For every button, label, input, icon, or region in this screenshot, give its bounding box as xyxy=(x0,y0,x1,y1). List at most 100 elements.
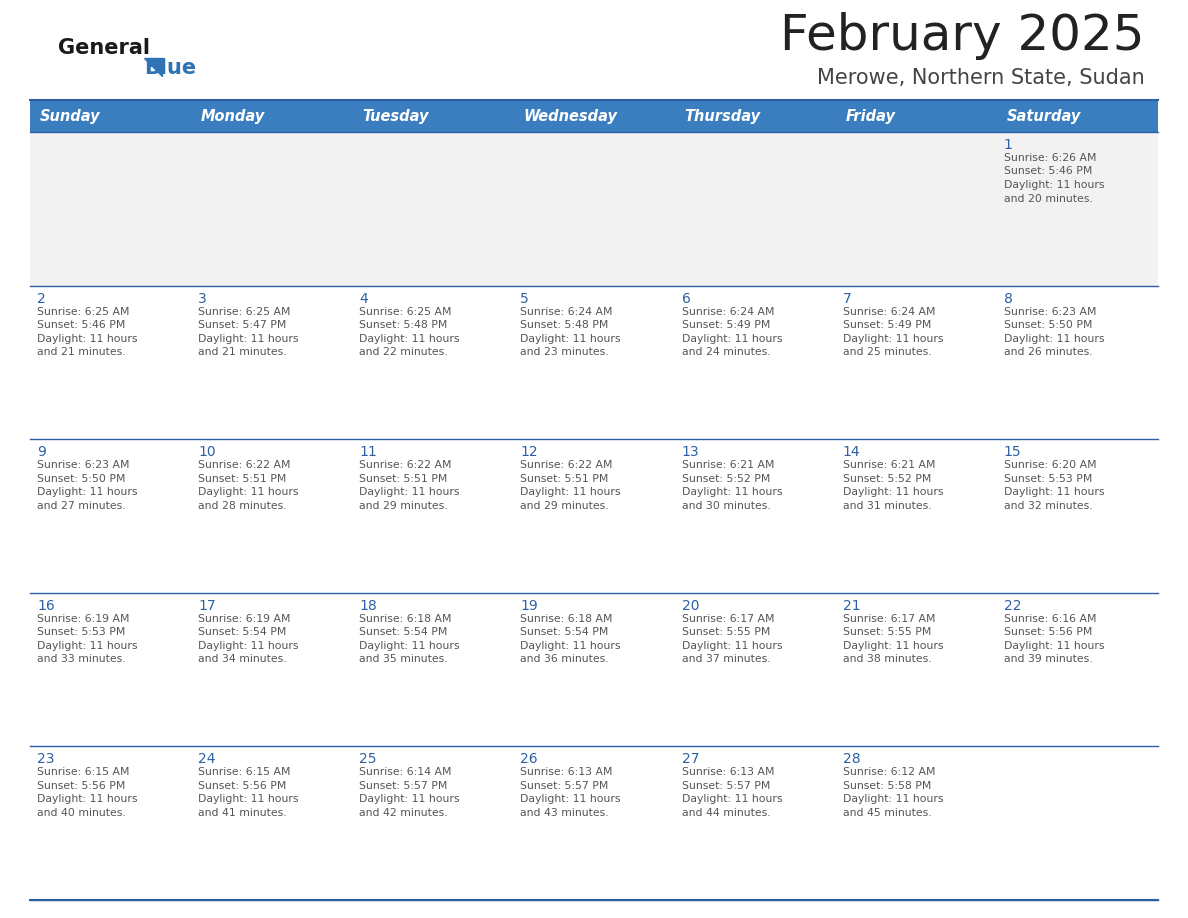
Text: Sunset: 5:48 PM: Sunset: 5:48 PM xyxy=(520,320,608,330)
Text: Daylight: 11 hours: Daylight: 11 hours xyxy=(359,794,460,804)
Text: Wednesday: Wednesday xyxy=(523,108,617,124)
Text: Daylight: 11 hours: Daylight: 11 hours xyxy=(1004,180,1105,190)
Text: and 27 minutes.: and 27 minutes. xyxy=(37,500,126,510)
Text: Sunrise: 6:21 AM: Sunrise: 6:21 AM xyxy=(842,460,935,470)
Text: Sunset: 5:49 PM: Sunset: 5:49 PM xyxy=(842,320,931,330)
Text: 27: 27 xyxy=(682,753,699,767)
Text: Sunrise: 6:21 AM: Sunrise: 6:21 AM xyxy=(682,460,775,470)
Text: and 28 minutes.: and 28 minutes. xyxy=(198,500,286,510)
Text: and 40 minutes.: and 40 minutes. xyxy=(37,808,126,818)
Text: and 38 minutes.: and 38 minutes. xyxy=(842,655,931,665)
Text: Sunrise: 6:18 AM: Sunrise: 6:18 AM xyxy=(359,614,451,624)
Text: Saturday: Saturday xyxy=(1006,108,1081,124)
Text: Sunset: 5:57 PM: Sunset: 5:57 PM xyxy=(520,781,608,791)
Text: Sunset: 5:51 PM: Sunset: 5:51 PM xyxy=(520,474,608,484)
Text: Sunset: 5:56 PM: Sunset: 5:56 PM xyxy=(1004,627,1092,637)
Text: Thursday: Thursday xyxy=(684,108,760,124)
Text: and 23 minutes.: and 23 minutes. xyxy=(520,347,609,357)
Text: Daylight: 11 hours: Daylight: 11 hours xyxy=(198,641,298,651)
Text: Daylight: 11 hours: Daylight: 11 hours xyxy=(359,487,460,498)
Bar xyxy=(30,593,1158,746)
Text: Sunrise: 6:17 AM: Sunrise: 6:17 AM xyxy=(842,614,935,624)
Text: and 44 minutes.: and 44 minutes. xyxy=(682,808,770,818)
Text: Sunrise: 6:14 AM: Sunrise: 6:14 AM xyxy=(359,767,451,778)
Bar xyxy=(30,132,1158,285)
Text: and 21 minutes.: and 21 minutes. xyxy=(198,347,286,357)
Text: 13: 13 xyxy=(682,445,700,459)
Text: Sunset: 5:50 PM: Sunset: 5:50 PM xyxy=(37,474,126,484)
Bar xyxy=(30,285,1158,439)
Text: Sunrise: 6:17 AM: Sunrise: 6:17 AM xyxy=(682,614,775,624)
Text: and 29 minutes.: and 29 minutes. xyxy=(359,500,448,510)
Text: Daylight: 11 hours: Daylight: 11 hours xyxy=(842,487,943,498)
Text: Sunset: 5:55 PM: Sunset: 5:55 PM xyxy=(682,627,770,637)
Text: 28: 28 xyxy=(842,753,860,767)
Text: 8: 8 xyxy=(1004,292,1012,306)
Text: and 39 minutes.: and 39 minutes. xyxy=(1004,655,1093,665)
Text: Sunrise: 6:18 AM: Sunrise: 6:18 AM xyxy=(520,614,613,624)
Text: February 2025: February 2025 xyxy=(781,12,1145,60)
Text: Daylight: 11 hours: Daylight: 11 hours xyxy=(682,487,782,498)
Text: Daylight: 11 hours: Daylight: 11 hours xyxy=(682,794,782,804)
Text: Daylight: 11 hours: Daylight: 11 hours xyxy=(682,641,782,651)
Text: Sunset: 5:52 PM: Sunset: 5:52 PM xyxy=(842,474,931,484)
Text: Daylight: 11 hours: Daylight: 11 hours xyxy=(842,794,943,804)
Text: and 32 minutes.: and 32 minutes. xyxy=(1004,500,1093,510)
Text: 23: 23 xyxy=(37,753,55,767)
Text: Sunrise: 6:19 AM: Sunrise: 6:19 AM xyxy=(37,614,129,624)
Text: and 22 minutes.: and 22 minutes. xyxy=(359,347,448,357)
Text: Sunset: 5:49 PM: Sunset: 5:49 PM xyxy=(682,320,770,330)
Text: 16: 16 xyxy=(37,599,55,613)
Bar xyxy=(513,100,675,132)
Text: Sunrise: 6:25 AM: Sunrise: 6:25 AM xyxy=(359,307,451,317)
Text: and 33 minutes.: and 33 minutes. xyxy=(37,655,126,665)
Text: Sunset: 5:46 PM: Sunset: 5:46 PM xyxy=(37,320,126,330)
Text: Daylight: 11 hours: Daylight: 11 hours xyxy=(37,641,138,651)
Text: Daylight: 11 hours: Daylight: 11 hours xyxy=(359,333,460,343)
Text: Daylight: 11 hours: Daylight: 11 hours xyxy=(37,487,138,498)
Text: 25: 25 xyxy=(359,753,377,767)
Text: 1: 1 xyxy=(1004,138,1012,152)
Text: Sunrise: 6:12 AM: Sunrise: 6:12 AM xyxy=(842,767,935,778)
Text: Sunrise: 6:15 AM: Sunrise: 6:15 AM xyxy=(37,767,129,778)
Text: and 41 minutes.: and 41 minutes. xyxy=(198,808,286,818)
Text: 2: 2 xyxy=(37,292,46,306)
Text: and 24 minutes.: and 24 minutes. xyxy=(682,347,770,357)
Text: and 34 minutes.: and 34 minutes. xyxy=(198,655,286,665)
Text: 3: 3 xyxy=(198,292,207,306)
Text: Sunset: 5:54 PM: Sunset: 5:54 PM xyxy=(198,627,286,637)
Text: Daylight: 11 hours: Daylight: 11 hours xyxy=(1004,487,1105,498)
Text: Sunset: 5:56 PM: Sunset: 5:56 PM xyxy=(198,781,286,791)
Text: Sunrise: 6:24 AM: Sunrise: 6:24 AM xyxy=(682,307,775,317)
Text: and 29 minutes.: and 29 minutes. xyxy=(520,500,609,510)
Text: Sunrise: 6:24 AM: Sunrise: 6:24 AM xyxy=(520,307,613,317)
Text: and 26 minutes.: and 26 minutes. xyxy=(1004,347,1093,357)
Text: 19: 19 xyxy=(520,599,538,613)
Text: Daylight: 11 hours: Daylight: 11 hours xyxy=(520,641,621,651)
Polygon shape xyxy=(144,58,162,76)
Text: Sunrise: 6:20 AM: Sunrise: 6:20 AM xyxy=(1004,460,1097,470)
Text: Sunset: 5:54 PM: Sunset: 5:54 PM xyxy=(359,627,448,637)
Text: Daylight: 11 hours: Daylight: 11 hours xyxy=(198,333,298,343)
Text: Daylight: 11 hours: Daylight: 11 hours xyxy=(198,487,298,498)
Bar xyxy=(835,100,997,132)
Text: Friday: Friday xyxy=(846,108,896,124)
Text: Sunrise: 6:22 AM: Sunrise: 6:22 AM xyxy=(359,460,451,470)
Text: Sunset: 5:57 PM: Sunset: 5:57 PM xyxy=(359,781,448,791)
Text: Daylight: 11 hours: Daylight: 11 hours xyxy=(37,333,138,343)
Text: and 42 minutes.: and 42 minutes. xyxy=(359,808,448,818)
Text: Daylight: 11 hours: Daylight: 11 hours xyxy=(359,641,460,651)
Text: 15: 15 xyxy=(1004,445,1022,459)
Text: 10: 10 xyxy=(198,445,216,459)
Text: 20: 20 xyxy=(682,599,699,613)
Text: 14: 14 xyxy=(842,445,860,459)
Text: 7: 7 xyxy=(842,292,852,306)
Text: Daylight: 11 hours: Daylight: 11 hours xyxy=(682,333,782,343)
Text: and 30 minutes.: and 30 minutes. xyxy=(682,500,770,510)
Text: Sunset: 5:55 PM: Sunset: 5:55 PM xyxy=(842,627,931,637)
Text: Monday: Monday xyxy=(201,108,265,124)
Text: and 31 minutes.: and 31 minutes. xyxy=(842,500,931,510)
Text: Daylight: 11 hours: Daylight: 11 hours xyxy=(842,333,943,343)
Text: 6: 6 xyxy=(682,292,690,306)
Text: Sunrise: 6:19 AM: Sunrise: 6:19 AM xyxy=(198,614,291,624)
